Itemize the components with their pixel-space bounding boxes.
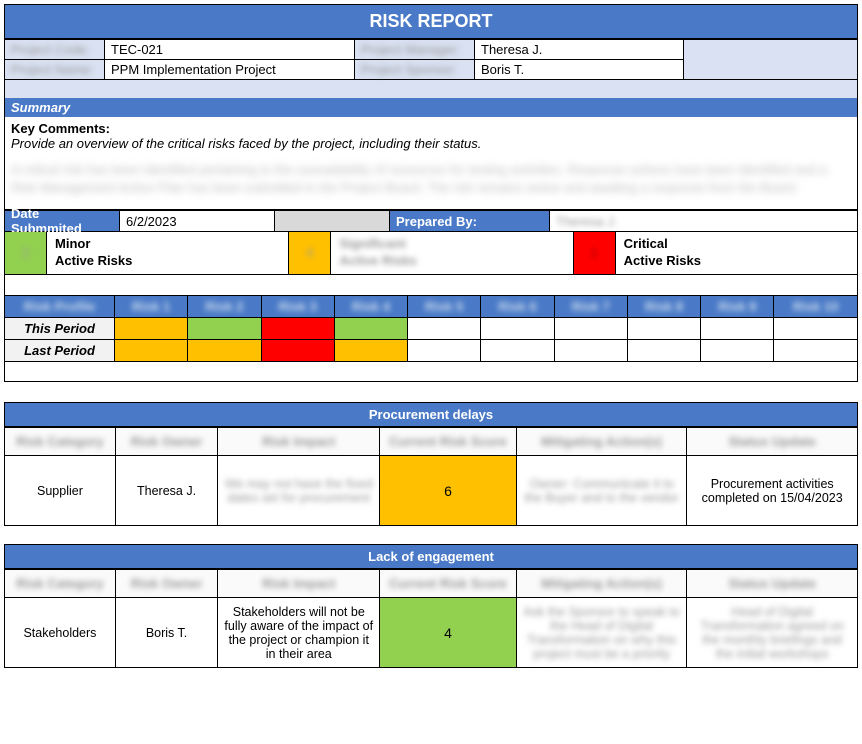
risk-status: Head of Digital Transformation agreed on… bbox=[687, 598, 858, 668]
summary-blurred-text: A critical risk has been identified pert… bbox=[11, 161, 851, 197]
risk-mitigation: Ask the Sponsor to speak to the Head of … bbox=[516, 598, 687, 668]
risk-category: Stakeholders bbox=[5, 598, 116, 668]
period-cell bbox=[188, 318, 261, 340]
period-cell bbox=[627, 340, 700, 362]
name-label: Project Name: bbox=[11, 62, 93, 77]
period-cell bbox=[115, 318, 188, 340]
period-table: Risk ProfileRisk 1Risk 2Risk 3Risk 4Risk… bbox=[4, 295, 858, 362]
risk-col-header: Mitigating Action(s) bbox=[516, 570, 687, 598]
risk-status: Procurement activities completed on 15/0… bbox=[687, 456, 858, 526]
period-cell bbox=[774, 340, 858, 362]
risk-col-header: Risk Impact bbox=[218, 570, 380, 598]
sponsor-value: Boris T. bbox=[475, 60, 684, 80]
period-cell bbox=[481, 318, 554, 340]
prepared-by-value: Theresa J. bbox=[556, 214, 617, 229]
period-header: Risk 2 bbox=[188, 296, 261, 318]
significant-label2: Active Risks bbox=[339, 253, 416, 268]
period-header: Risk Profile bbox=[5, 296, 115, 318]
summary-instruction: Provide an overview of the critical risk… bbox=[11, 136, 851, 151]
period-cell bbox=[115, 340, 188, 362]
period-cell bbox=[701, 318, 774, 340]
date-prepared-row: Date Submmited 6/2/2023 Prepared By: The… bbox=[4, 210, 858, 232]
period-cell bbox=[408, 318, 481, 340]
period-header: Risk 6 bbox=[481, 296, 554, 318]
period-header: Risk 7 bbox=[554, 296, 627, 318]
risk-table: Risk CategoryRisk OwnerRisk ImpactCurren… bbox=[4, 569, 858, 668]
minor-label1: Minor bbox=[55, 236, 90, 251]
risk-owner: Boris T. bbox=[115, 598, 217, 668]
risk-mitigation: Owner: Communicate it to the Buyer and t… bbox=[516, 456, 687, 526]
period-cell bbox=[261, 340, 334, 362]
period-cell bbox=[188, 340, 261, 362]
risk-table: Risk CategoryRisk OwnerRisk ImpactCurren… bbox=[4, 427, 858, 526]
period-cell bbox=[554, 340, 627, 362]
period-row-label: Last Period bbox=[5, 340, 115, 362]
code-value: TEC-021 bbox=[105, 40, 355, 60]
critical-label1: Critical bbox=[624, 236, 668, 251]
risk-category: Supplier bbox=[5, 456, 116, 526]
risk-col-header: Status Update bbox=[687, 570, 858, 598]
risk-col-header: Mitigating Action(s) bbox=[516, 428, 687, 456]
risk-col-header: Risk Impact bbox=[218, 428, 380, 456]
code-label: Project Code: bbox=[11, 42, 90, 57]
date-submitted-value: 6/2/2023 bbox=[119, 210, 274, 232]
manager-value: Theresa J. bbox=[475, 40, 684, 60]
prepared-by-label: Prepared By: bbox=[389, 210, 549, 232]
period-cell bbox=[774, 318, 858, 340]
risk-score: 6 bbox=[380, 456, 516, 526]
minor-label2: Active Risks bbox=[55, 253, 132, 268]
risk-impact: We may not have the fixed dates set for … bbox=[218, 456, 380, 526]
manager-label: Project Manager: bbox=[361, 42, 460, 57]
significant-swatch: 4 bbox=[289, 232, 331, 274]
summary-header: Summary bbox=[4, 98, 858, 117]
period-header: Risk 4 bbox=[334, 296, 407, 318]
period-header: Risk 5 bbox=[408, 296, 481, 318]
period-cell bbox=[261, 318, 334, 340]
summary-box: Key Comments: Provide an overview of the… bbox=[4, 117, 858, 210]
period-cell bbox=[334, 340, 407, 362]
risk-col-header: Risk Category bbox=[5, 428, 116, 456]
risk-counts: 2 Minor Active Risks 4 Significant Active … bbox=[4, 232, 858, 275]
risk-section-title: Procurement delays bbox=[4, 402, 858, 427]
period-cell bbox=[334, 318, 407, 340]
period-cell bbox=[701, 340, 774, 362]
risk-col-header: Risk Owner bbox=[115, 570, 217, 598]
risk-col-header: Current Risk Score bbox=[380, 428, 516, 456]
critical-swatch: 1 bbox=[574, 232, 616, 274]
period-cell bbox=[554, 318, 627, 340]
period-cell bbox=[408, 340, 481, 362]
critical-label2: Active Risks bbox=[624, 253, 701, 268]
period-header: Risk 1 bbox=[115, 296, 188, 318]
significant-label1: Significant bbox=[339, 236, 405, 251]
report-title: RISK REPORT bbox=[4, 4, 858, 39]
risk-col-header: Risk Category bbox=[5, 570, 116, 598]
sponsor-label: Project Sponsor: bbox=[361, 62, 457, 77]
period-row-label: This Period bbox=[5, 318, 115, 340]
minor-swatch: 2 bbox=[5, 232, 47, 274]
name-value: PPM Implementation Project bbox=[105, 60, 355, 80]
key-comments-label: Key Comments: bbox=[11, 121, 851, 136]
period-header: Risk 8 bbox=[627, 296, 700, 318]
period-cell bbox=[481, 340, 554, 362]
risk-owner: Theresa J. bbox=[115, 456, 217, 526]
period-header: Risk 10 bbox=[774, 296, 858, 318]
period-header: Risk 9 bbox=[701, 296, 774, 318]
period-cell bbox=[627, 318, 700, 340]
project-info: Project Code: TEC-021 Project Manager: T… bbox=[4, 39, 858, 80]
risk-section-title: Lack of engagement bbox=[4, 544, 858, 569]
risk-impact: Stakeholders will not be fully aware of … bbox=[218, 598, 380, 668]
risk-col-header: Current Risk Score bbox=[380, 570, 516, 598]
risk-col-header: Risk Owner bbox=[115, 428, 217, 456]
risk-col-header: Status Update bbox=[687, 428, 858, 456]
risk-score: 4 bbox=[380, 598, 516, 668]
period-header: Risk 3 bbox=[261, 296, 334, 318]
date-submitted-label: Date Submmited bbox=[4, 210, 119, 232]
